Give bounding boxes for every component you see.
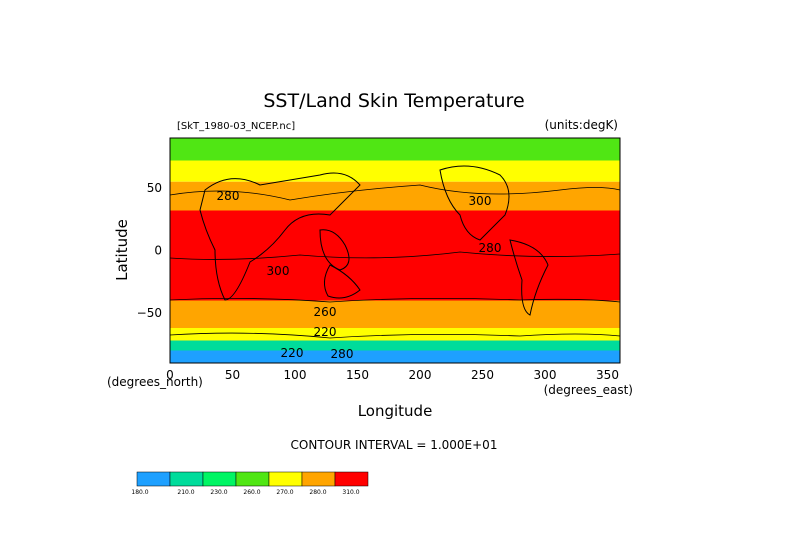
y-axis-label: Latitude <box>113 219 131 281</box>
x-tick-label: 50 <box>225 368 240 382</box>
colorbar-label: 180.0 <box>131 489 148 496</box>
contour-line-1 <box>169 251 621 260</box>
units-label: (units:degK) <box>545 118 618 132</box>
contour-line-0 <box>169 184 621 201</box>
y-units-label: (degrees_north) <box>107 375 203 389</box>
contour-label: 260 <box>314 305 337 319</box>
temperature-band-6 <box>170 340 620 351</box>
x-tick-label: 350 <box>596 368 619 382</box>
temperature-band-3 <box>170 210 620 301</box>
land-outline-3 <box>439 165 510 241</box>
contour-label: 300 <box>469 194 492 208</box>
colorbar-swatch <box>334 471 369 487</box>
contour-label: 280 <box>331 347 354 361</box>
colorbar-label: 230.0 <box>210 489 227 496</box>
y-tick-label: 50 <box>147 181 162 195</box>
temperature-band-0 <box>170 138 620 161</box>
y-tick-label: 0 <box>154 244 162 258</box>
colorbar-swatch <box>301 471 336 487</box>
x-tick-label: 300 <box>534 368 557 382</box>
contour-line-2 <box>169 298 621 303</box>
contour-label: 220 <box>281 346 304 360</box>
colorbar-label: 280.0 <box>309 489 326 496</box>
land-outline-1 <box>319 229 350 271</box>
colorbar-swatch <box>136 471 171 487</box>
colorbar: 180.0 210.0 230.0 260.0 270.0 280.0 310.0 <box>131 471 369 496</box>
x-tick-label: 150 <box>346 368 369 382</box>
y-tick-label: −50 <box>137 306 162 320</box>
colorbar-swatch <box>202 471 237 487</box>
land-outline-0 <box>199 172 361 301</box>
colorbar-label: 310.0 <box>342 489 359 496</box>
temperature-band-2 <box>170 181 620 211</box>
x-tick-label: 200 <box>409 368 432 382</box>
x-units-label: (degrees_east) <box>544 383 633 397</box>
plot-frame <box>169 137 621 364</box>
contour-label: 280 <box>479 241 502 255</box>
x-tick-label: 0 <box>166 368 174 382</box>
contour-interval-note: CONTOUR INTERVAL = 1.000E+01 <box>291 438 498 452</box>
colorbar-swatch <box>169 471 204 487</box>
contour-label: 280 <box>217 189 240 203</box>
temperature-band-7 <box>170 350 620 363</box>
colorbar-label: 210.0 <box>177 489 194 496</box>
temperature-band-1 <box>170 160 620 182</box>
x-axis-label: Longitude <box>358 402 433 420</box>
colorbar-swatch <box>235 471 270 487</box>
x-tick-labels: 0 50 100 150 200 250 300 350 <box>166 368 619 382</box>
temperature-band-4 <box>170 300 620 328</box>
x-tick-label: 100 <box>284 368 307 382</box>
y-tick-labels: 50 0 −50 <box>137 181 162 320</box>
colorbar-label: 260.0 <box>243 489 260 496</box>
x-tick-label: 250 <box>471 368 494 382</box>
map-area: 280 300 300 280 260 220 220 280 <box>169 138 621 363</box>
land-outline-2 <box>324 264 361 299</box>
dataset-label: [SkT_1980-03_NCEP.nc] <box>177 121 295 132</box>
chart-title: SST/Land Skin Temperature <box>263 90 524 112</box>
colorbar-label: 270.0 <box>276 489 293 496</box>
contour-line-3 <box>169 332 621 339</box>
land-outline-4 <box>509 239 549 316</box>
temperature-band-5 <box>170 328 620 341</box>
contour-label: 220 <box>314 325 337 339</box>
colorbar-swatch <box>268 471 303 487</box>
contour-label: 300 <box>267 264 290 278</box>
